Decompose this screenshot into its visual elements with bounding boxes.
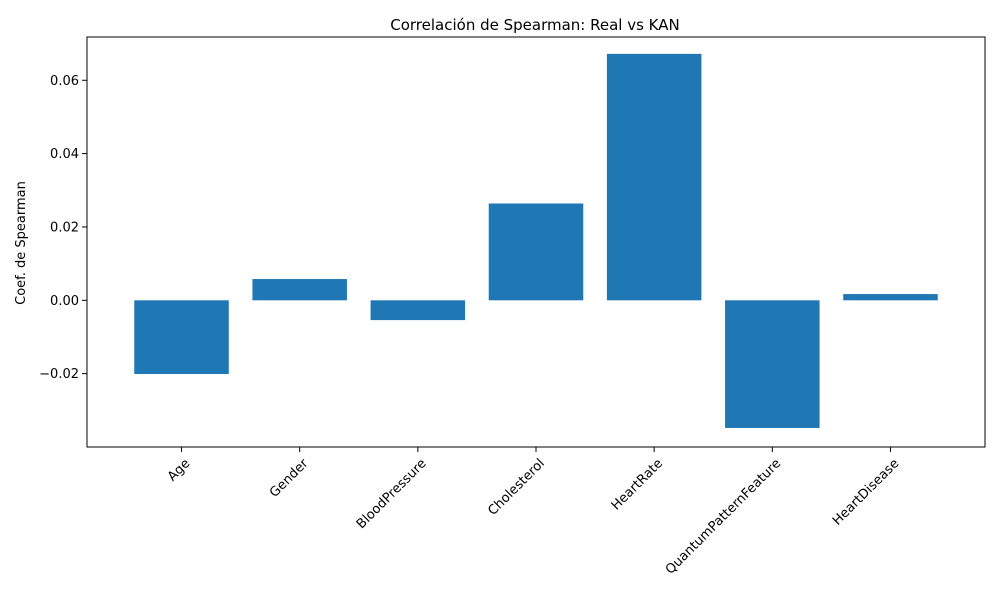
bar-bloodpressure bbox=[370, 300, 466, 321]
x-tick-label: Age bbox=[165, 456, 193, 484]
y-axis-label: Coef. de Spearman bbox=[14, 181, 29, 305]
bar-age bbox=[134, 300, 229, 375]
y-tick-label: 0.00 bbox=[50, 294, 79, 309]
bar-cholesterol bbox=[488, 203, 584, 301]
y-axis-ticks: −0.02 0.00 0.02 0.04 0.06 bbox=[39, 74, 87, 382]
plot-frame bbox=[86, 36, 986, 448]
x-tick-label: QuantumPatternFeature bbox=[663, 456, 784, 577]
y-tick-label: −0.02 bbox=[39, 367, 79, 382]
bar-heartdisease bbox=[843, 294, 938, 301]
x-tick-label: HeartDisease bbox=[830, 456, 902, 528]
y-tick-label: 0.02 bbox=[50, 220, 79, 235]
x-tick-label: Gender bbox=[267, 456, 312, 501]
x-tick-label: Cholesterol bbox=[485, 456, 547, 518]
y-tick-label: 0.06 bbox=[50, 74, 79, 89]
y-tick-label: 0.04 bbox=[50, 147, 79, 162]
x-tick-label: BloodPressure bbox=[354, 456, 430, 532]
x-tick-label: HeartRate bbox=[609, 456, 666, 513]
bar-quantumpatternfeature bbox=[725, 300, 820, 428]
bar-heartrate bbox=[606, 53, 702, 301]
bars-group bbox=[134, 53, 938, 428]
x-axis-ticks: Age Gender BloodPressure Cholesterol HeartRa… bbox=[165, 447, 902, 578]
chart-title: Correlación de Spearman: Real vs KAN bbox=[390, 16, 679, 34]
bar-gender bbox=[252, 279, 347, 301]
